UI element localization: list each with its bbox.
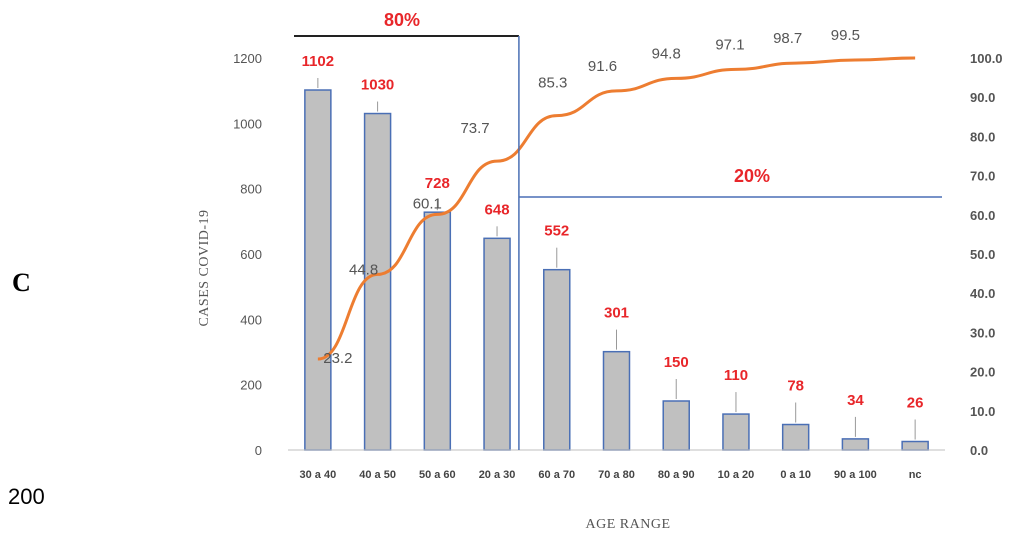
bar: [543, 268, 571, 451]
bar: [304, 89, 332, 451]
bar-value-label: 150: [664, 354, 689, 371]
x-tick-label: 30 a 40: [300, 469, 337, 481]
y2-tick-label: 50.0: [970, 247, 995, 262]
y-tick-label: 400: [240, 312, 262, 327]
bar-value-label: 34: [847, 392, 864, 409]
y-tick-label: 200: [240, 378, 262, 393]
annotation-80-percent: 80%: [384, 10, 420, 30]
bar: [781, 423, 810, 451]
x-tick-label: 20 a 30: [479, 469, 516, 481]
bar-value-label: 1030: [361, 77, 394, 94]
y2-tick-label: 0.0: [970, 443, 988, 458]
x-tick-label: 90 a 100: [834, 469, 877, 481]
bar: [602, 350, 631, 451]
bar-value-label: 728: [425, 175, 450, 192]
cumulative-label: 91.6: [588, 58, 617, 75]
bar: [722, 413, 750, 451]
y2-tick-label: 100.0: [970, 51, 1003, 66]
y-tick-label: 0: [255, 443, 262, 458]
x-tick-label: 0 a 10: [780, 469, 811, 481]
x-tick-label: 70 a 80: [598, 469, 635, 481]
cumulative-label: 97.1: [715, 36, 744, 53]
x-tick-label: 50 a 60: [419, 469, 456, 481]
cumulative-labels: 23.2 44.8 60.1 73.7 85.3 91.6 94.8 97.1 98.7 99.5: [323, 27, 860, 367]
cumulative-line: [317, 56, 916, 361]
cumulative-label: 44.8: [349, 261, 378, 278]
x-axis: 30 a 40 40 a 50 50 a 60 20 a 30 60 a 70 70 a …: [288, 449, 945, 481]
cumulative-label: 73.7: [460, 120, 489, 137]
y2-tick-label: 60.0: [970, 208, 995, 223]
x-axis-title: AGE RANGE: [586, 517, 671, 532]
y2-tick-label: 90.0: [970, 90, 995, 105]
bar: [423, 211, 452, 451]
bar-value-label: 78: [787, 378, 804, 395]
bar-value-label: 648: [485, 201, 510, 218]
y-axis-right: 0.0 10.0 20.0 30.0 40.0 50.0 60.0 70.0 80.0 90.0 1…: [970, 51, 1003, 458]
y2-tick-label: 20.0: [970, 365, 995, 380]
bar-value-labels: 1102 1030 728 648 552 301 150 110 78 34 26: [302, 53, 924, 411]
annotations: [294, 35, 942, 450]
cumulative-label: 99.5: [831, 27, 860, 44]
x-tick-label: 60 a 70: [538, 469, 575, 481]
cumulative-line-group: [317, 56, 916, 361]
y2-tick-label: 40.0: [970, 286, 995, 301]
bar: [662, 400, 690, 451]
y2-tick-label: 70.0: [970, 169, 995, 184]
bars: [304, 89, 929, 451]
cumulative-label: 85.3: [538, 75, 567, 92]
cumulative-label: 23.2: [323, 350, 352, 367]
cumulative-label: 60.1: [413, 195, 442, 212]
bar: [901, 440, 929, 451]
annotation-20-percent: 20%: [734, 166, 770, 186]
bar-value-label: 301: [604, 305, 629, 322]
bar-value-label: 1102: [302, 53, 335, 70]
panel-letter: C: [12, 268, 31, 297]
x-tick-label: nc: [909, 469, 922, 481]
bar-value-label: 110: [724, 367, 748, 384]
bar-value-label: 26: [907, 395, 924, 412]
x-tick-label: 80 a 90: [658, 469, 695, 481]
bar: [483, 237, 511, 451]
y2-tick-label: 10.0: [970, 404, 995, 419]
y-tick-label: 1200: [233, 51, 262, 66]
y-tick-label: 800: [240, 182, 262, 197]
x-tick-label: 10 a 20: [718, 469, 755, 481]
bar-value-label: 552: [544, 223, 569, 240]
page-number: 200: [8, 484, 45, 509]
bar: [363, 112, 392, 451]
bar: [841, 438, 870, 451]
y2-tick-label: 80.0: [970, 129, 995, 144]
x-tick-label: 40 a 50: [359, 469, 396, 481]
y2-tick-label: 30.0: [970, 325, 995, 340]
label-leaders: [317, 78, 916, 440]
y-tick-label: 1000: [233, 116, 262, 131]
y-axis-left: 0 200 400 600 800 1000 1200: [233, 51, 262, 458]
cumulative-label: 94.8: [652, 45, 681, 62]
cumulative-label: 98.7: [773, 30, 802, 47]
y-tick-label: 600: [240, 247, 262, 262]
y-axis-title: CASES COVID-19: [197, 209, 212, 326]
